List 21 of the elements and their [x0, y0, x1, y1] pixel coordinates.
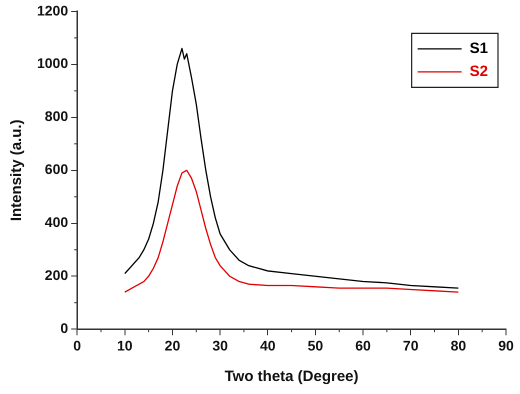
x-tick-label: 50: [308, 337, 324, 354]
legend-label: S1: [470, 40, 488, 58]
legend-label: S2: [470, 63, 488, 80]
y-tick-label: 1200: [36, 2, 68, 18]
y-tick-label: 0: [60, 320, 68, 336]
x-tick-label: 90: [498, 337, 514, 354]
x-tick-label: 40: [260, 337, 276, 354]
x-tick-label: 60: [355, 337, 372, 354]
x-tick-label: 20: [164, 337, 180, 354]
y-tick-label: 400: [44, 214, 68, 230]
x-axis-title: Two theta (Degree): [224, 368, 359, 386]
y-tick-label: 200: [44, 267, 68, 284]
x-tick-label: 70: [402, 337, 419, 354]
x-tick-label: 30: [212, 337, 228, 354]
y-tick-label: 1000: [36, 55, 68, 72]
x-tick-label: 10: [117, 337, 133, 354]
y-tick-label: 600: [44, 161, 68, 178]
y-axis-title: Intensity (a.u.): [8, 119, 26, 222]
x-tick-label: 80: [450, 337, 466, 354]
y-tick-label: 800: [44, 108, 68, 124]
x-tick-label: 0: [73, 337, 82, 354]
